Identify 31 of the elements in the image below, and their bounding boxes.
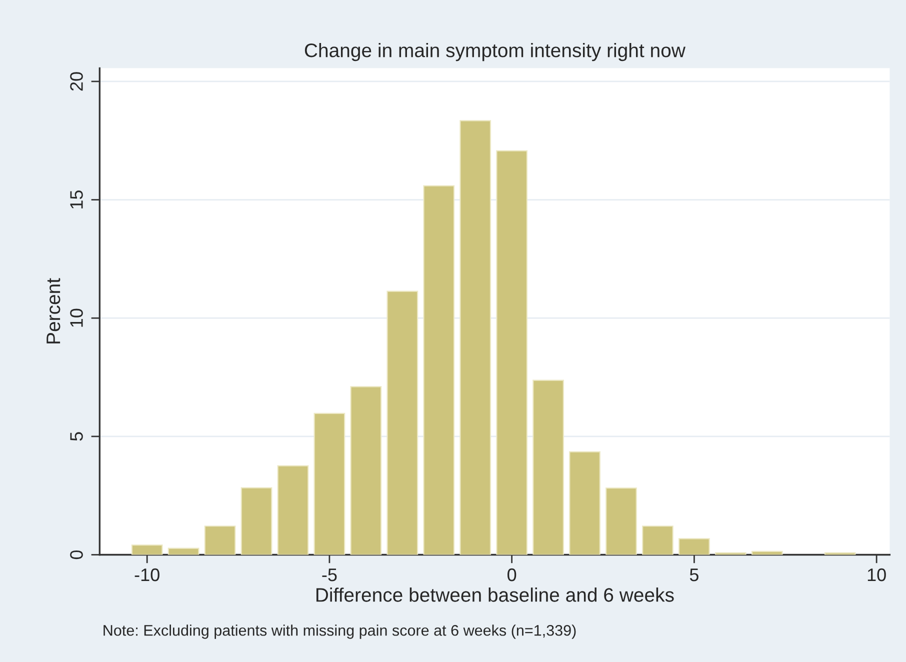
bar: [350, 386, 382, 555]
bar: [642, 526, 674, 555]
y-tick-label: 20: [70, 72, 83, 91]
x-tick-label: -10: [134, 568, 160, 582]
chart-title: Change in main symptom intensity right now: [304, 42, 686, 62]
bar: [240, 487, 272, 555]
y-tick-label: 15: [70, 190, 83, 208]
x-tick-label: 0: [508, 568, 516, 582]
bar: [168, 548, 200, 555]
bar: [131, 544, 163, 555]
y-tick-label: 5: [70, 432, 83, 441]
bar: [460, 120, 492, 555]
bar: [678, 538, 710, 555]
bar: [277, 465, 309, 555]
bar: [751, 550, 783, 555]
y-axis-title: Percent: [46, 278, 60, 344]
x-axis-title: Difference between baseline and 6 weeks: [316, 588, 674, 602]
y-tick-label: 0: [70, 550, 83, 560]
bar: [423, 185, 455, 555]
x-tick-label: -5: [322, 568, 337, 582]
x-tick-label: 10: [868, 568, 886, 582]
bar: [314, 412, 346, 555]
bar: [386, 290, 418, 555]
y-tick-label: 10: [70, 308, 83, 327]
bar: [532, 380, 564, 555]
text: Note: Excluding patients with missing pain score at 6 weeks (n=1,339): [104, 624, 576, 639]
x-tick-label: 5: [690, 568, 698, 582]
bar: [569, 451, 600, 555]
bar: [496, 150, 528, 555]
bar: [606, 487, 637, 555]
bar: [204, 526, 236, 555]
